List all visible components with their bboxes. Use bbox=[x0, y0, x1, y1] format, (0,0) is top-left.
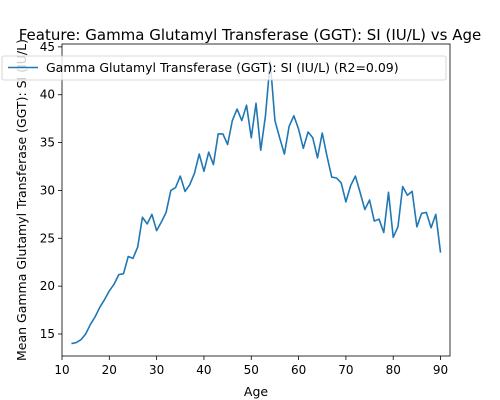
x-tick-label: 20 bbox=[102, 363, 117, 377]
x-tick-label: 30 bbox=[149, 363, 164, 377]
y-tick-label: 30 bbox=[40, 183, 55, 197]
y-tick-label: 15 bbox=[40, 327, 55, 341]
y-tick-label: 20 bbox=[40, 279, 55, 293]
x-tick-label: 90 bbox=[433, 363, 448, 377]
legend-label: Gamma Glutamyl Transferase (GGT): SI (IU… bbox=[46, 60, 399, 75]
series-line bbox=[71, 60, 442, 345]
y-tick-label: 35 bbox=[40, 136, 55, 150]
x-tick-label: 60 bbox=[291, 363, 306, 377]
plot-frame bbox=[61, 43, 451, 357]
x-tick-label: 10 bbox=[54, 363, 69, 377]
y-tick-label: 40 bbox=[40, 88, 55, 102]
legend-box bbox=[1, 55, 447, 81]
y-tick-label: 45 bbox=[40, 40, 55, 54]
x-tick-label: 80 bbox=[386, 363, 401, 377]
x-axis: 10 20 30 40 50 60 70 80 90 bbox=[54, 356, 448, 377]
x-axis-label: Age bbox=[244, 384, 268, 399]
y-axis-label: Mean Gamma Glutamyl Transferase (GGT): S… bbox=[14, 39, 29, 361]
x-tick-label: 40 bbox=[196, 363, 211, 377]
y-axis: 15 20 25 30 35 40 45 bbox=[40, 40, 62, 341]
legend: Gamma Glutamyl Transferase (GGT): SI (IU… bbox=[1, 55, 447, 81]
x-tick-label: 50 bbox=[244, 363, 259, 377]
y-tick-label: 25 bbox=[40, 231, 55, 245]
series-layer bbox=[71, 60, 442, 345]
x-tick-label: 70 bbox=[338, 363, 353, 377]
chart-title: Feature: Gamma Glutamyl Transferase (GGT… bbox=[19, 26, 482, 44]
